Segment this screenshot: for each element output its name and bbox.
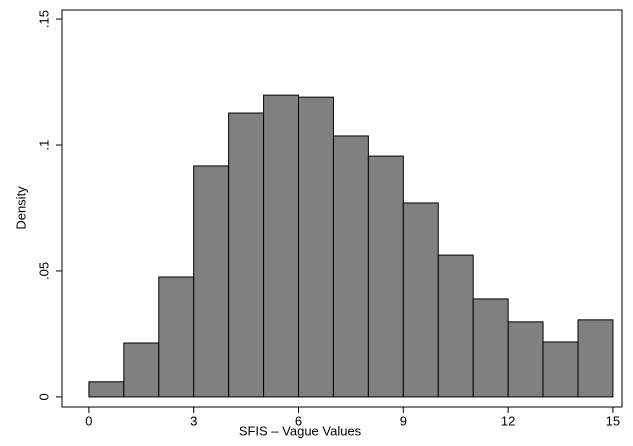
bar (332, 135, 369, 398)
bar (298, 96, 334, 398)
bar (228, 112, 265, 398)
bar (88, 381, 125, 398)
x-tick-label: 0 (85, 413, 92, 428)
bar (263, 94, 300, 398)
bar (402, 202, 439, 398)
y-tick-label: 0 (36, 393, 51, 400)
bar (193, 165, 230, 398)
y-tick-label: .05 (36, 262, 51, 280)
bar (123, 342, 160, 398)
y-axis-label: Density (13, 186, 28, 230)
bar (542, 341, 579, 398)
x-tick-label: 15 (606, 413, 620, 428)
bar (577, 319, 614, 398)
x-tick-label: 6 (295, 413, 302, 428)
bar (507, 321, 544, 398)
bar (437, 254, 474, 398)
x-tick-label: 3 (190, 413, 197, 428)
bar (472, 298, 509, 398)
y-tick-label: .1 (36, 140, 51, 151)
x-tick-label: 9 (400, 413, 407, 428)
x-tick-label: 12 (501, 413, 515, 428)
bar (158, 276, 195, 398)
bar (367, 155, 404, 398)
x-axis-label: SFIS – Vague Values (239, 423, 362, 438)
y-tick-label: .15 (36, 10, 51, 28)
